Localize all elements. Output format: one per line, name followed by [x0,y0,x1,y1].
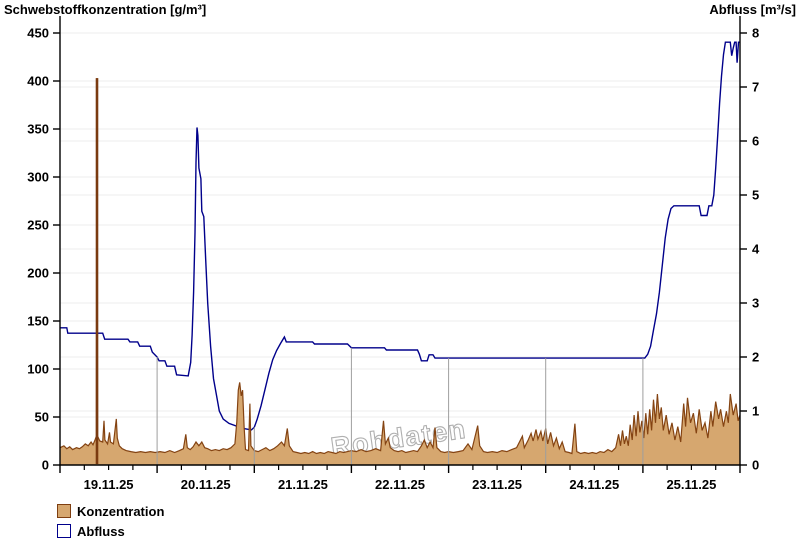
right-axis-title: Abfluss [m³/s] [709,2,796,17]
legend-item-abfluss: Abfluss [57,521,164,541]
x-tick-label: 19.11.25 [84,477,134,492]
left-tick-label: 100 [27,362,49,377]
right-tick-label: 6 [752,134,759,149]
left-tick-label: 250 [27,218,49,233]
left-axis-title: Schwebstoffkonzentration [g/m³] [4,2,207,17]
legend-label-konzentration: Konzentration [77,503,165,519]
right-tick-label: 0 [752,458,759,473]
right-tick-label: 3 [752,296,759,311]
left-tick-label: 150 [27,314,49,329]
x-tick-label: 21.11.25 [278,477,328,492]
left-tick-label: 450 [27,26,49,41]
abfluss-line [60,41,740,431]
right-tick-label: 4 [752,242,760,257]
right-tick-label: 2 [752,350,759,365]
left-tick-label: 400 [27,74,49,89]
x-tick-label: 20.11.25 [181,477,231,492]
x-tick-label: 23.11.25 [472,477,522,492]
konzentration-outline [59,78,741,455]
konzentration-swatch-icon [57,504,71,518]
left-tick-label: 200 [27,266,49,281]
legend: Konzentration Abfluss [57,501,164,541]
legend-item-konzentration: Konzentration [57,501,164,521]
left-tick-label: 350 [27,122,49,137]
left-tick-label: 300 [27,170,49,185]
abfluss-swatch-icon [57,524,71,538]
konzentration-area [60,78,740,465]
right-tick-label: 7 [752,80,759,95]
legend-label-abfluss: Abfluss [77,523,125,539]
right-tick-label: 5 [752,188,759,203]
right-tick-label: 1 [752,404,759,419]
x-tick-label: 22.11.25 [375,477,425,492]
x-tick-label: 24.11.25 [569,477,619,492]
right-tick-label: 8 [752,26,759,41]
left-tick-label: 50 [35,410,49,425]
left-tick-label: 0 [42,458,49,473]
x-tick-label: 25.11.25 [666,477,716,492]
